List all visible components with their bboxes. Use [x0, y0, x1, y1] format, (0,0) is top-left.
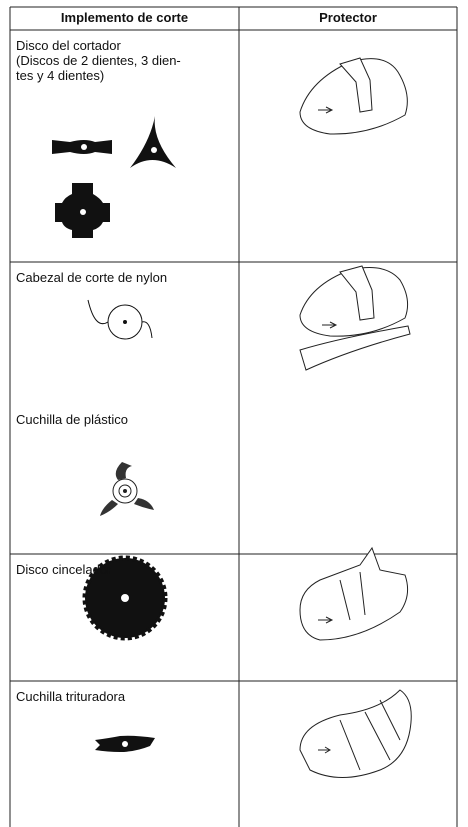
mulching-blade — [95, 735, 155, 752]
row-label: Cuchilla trituradora — [16, 689, 125, 704]
text-line: tes y 4 dientes) — [16, 68, 105, 83]
row-label: Disco del cortador (Discos de 2 dientes,… — [16, 38, 181, 83]
protectors — [299, 57, 412, 778]
nylon-head — [87, 299, 153, 340]
four-tooth-blade — [55, 183, 110, 238]
row-label: Cabezal de corte de nylon — [16, 270, 167, 285]
header-cell: Implemento de corte — [60, 10, 189, 25]
chisel-disc — [82, 555, 168, 641]
two-tooth-blade — [52, 140, 112, 154]
three-tooth-blade — [130, 116, 176, 168]
row-label: Disco cincelador — [16, 562, 111, 577]
text-line: (Discos de 2 dientes, 3 dien- — [16, 53, 181, 68]
text-line: Cuchilla trituradora — [16, 689, 126, 704]
text-line: Disco del cortador — [16, 38, 121, 53]
table-lines — [9, 6, 458, 827]
text-line: Cabezal de corte de nylon — [16, 270, 168, 285]
text-line: Cuchilla de plástico — [16, 412, 129, 427]
header-cell: Protector — [319, 10, 377, 25]
plastic-blade — [100, 462, 154, 516]
row-label: Cuchilla de plástico — [16, 412, 128, 427]
text-line: Disco cincelador — [16, 562, 112, 577]
